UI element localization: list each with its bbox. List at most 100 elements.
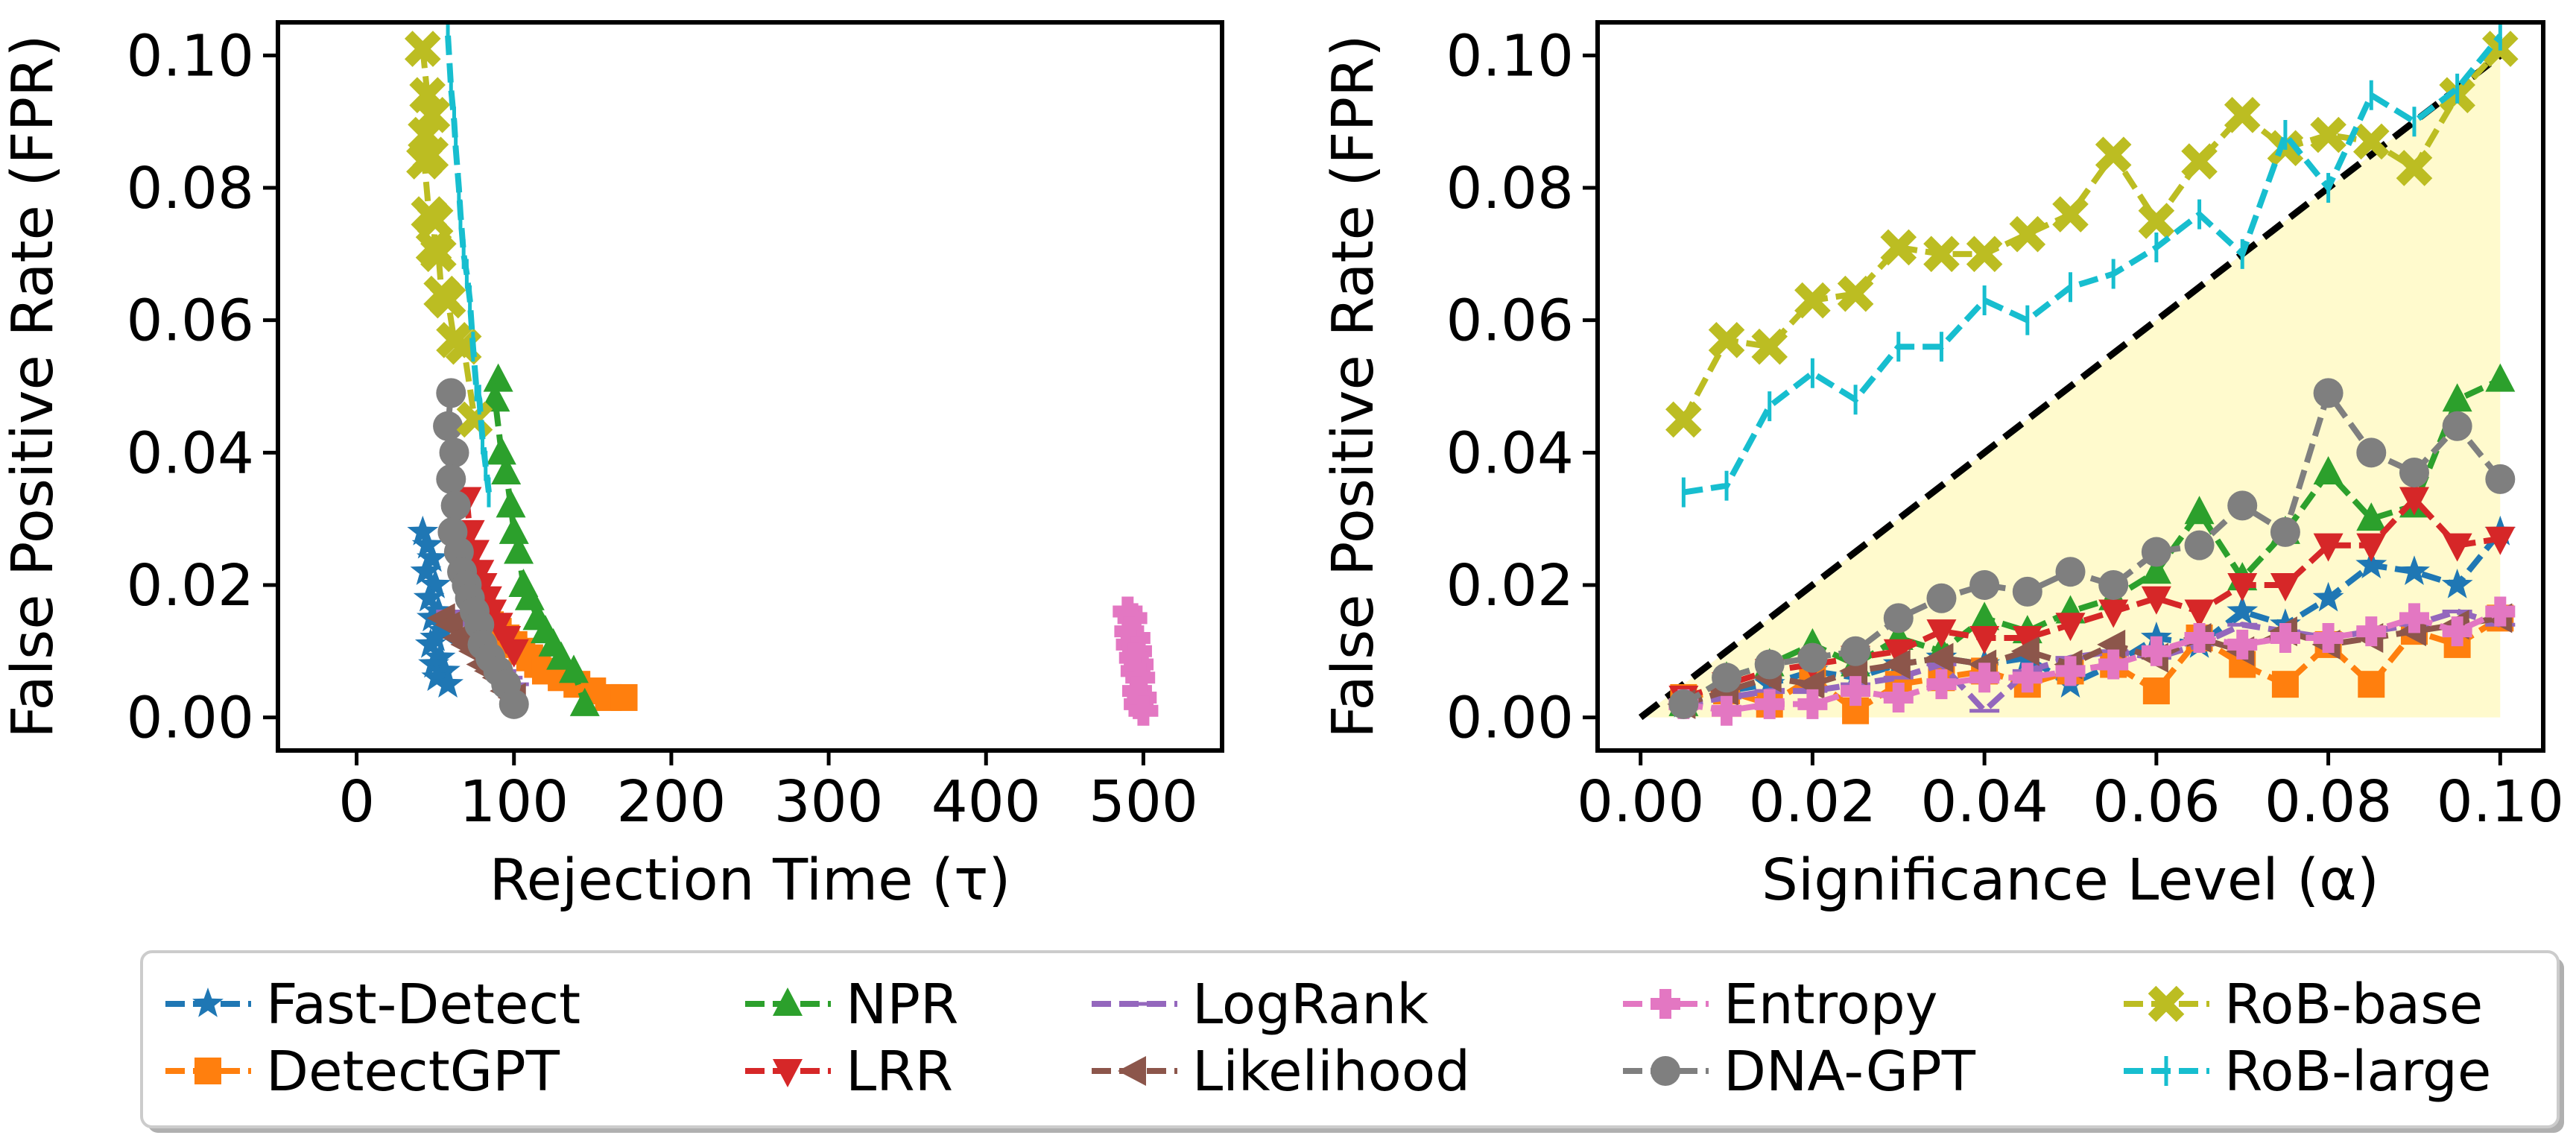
data-point-lrr <box>1926 619 1957 648</box>
data-point-fast-detect <box>424 641 456 671</box>
legend-marker-npr <box>773 987 803 1016</box>
y-tick-label: 0.04 <box>1446 420 1574 487</box>
data-point-detectgpt <box>2271 671 2299 698</box>
data-point-rob-base <box>406 143 443 180</box>
data-point-entropy <box>1712 695 1742 726</box>
data-point-npr <box>2442 383 2472 412</box>
data-point-lrr <box>2184 599 2215 628</box>
data-point-entropy <box>1926 669 1957 700</box>
data-point-lrr <box>2399 487 2429 516</box>
series-line-rob-large <box>1683 34 2503 496</box>
legend-entry-detectgpt: DetectGPT <box>165 1040 560 1104</box>
data-point-entropy <box>2012 663 2042 693</box>
data-point-likelihood <box>1882 649 1911 680</box>
data-point-fast-detect <box>420 622 452 651</box>
data-point-npr <box>483 363 513 392</box>
data-point-dna-gpt <box>2227 490 2258 521</box>
data-point-entropy <box>1883 682 1914 712</box>
x-tick-label: 0.04 <box>1920 769 2048 835</box>
data-point-dna-gpt <box>2356 437 2387 468</box>
data-point-rob-base <box>2138 203 2175 239</box>
series-rob-large <box>445 20 492 508</box>
x-tick-label: 100 <box>459 769 569 835</box>
data-point-likelihood <box>2010 636 2039 666</box>
rejection-time-panel: 0 100 200 300 400 500 0.00 0.02 0.04 0.06 0.08 0.10… <box>0 20 1224 914</box>
plot-frame <box>1595 20 2545 753</box>
data-point-fast-detect <box>432 668 463 698</box>
data-point-rob-base <box>2095 136 2132 173</box>
data-point-entropy <box>2098 649 2129 680</box>
data-point-dna-gpt <box>2485 464 2516 494</box>
y-tick-label: 0.06 <box>1446 288 1574 355</box>
legend-label: LogRank <box>1192 973 1428 1037</box>
series-rob-large <box>1681 20 2503 508</box>
data-point-npr <box>558 654 589 683</box>
series-dna-gpt <box>433 378 529 719</box>
data-point-entropy <box>2055 656 2086 686</box>
y-tick-label: 0.00 <box>127 686 254 752</box>
x-tick-label: 200 <box>616 769 726 835</box>
x-axis-label: Significance Level (α) <box>1762 847 2379 914</box>
x-tick-label: 0.00 <box>1577 769 1704 835</box>
legend-label: Likelihood <box>1192 1040 1470 1104</box>
data-point-dna-gpt <box>1969 569 2000 600</box>
data-point-entropy <box>2485 596 2516 627</box>
data-point-dna-gpt <box>2055 557 2086 587</box>
data-point-lrr <box>2485 526 2516 555</box>
y-tick-label: 0.06 <box>127 288 254 355</box>
legend-entry-fast-detect: Fast-Detect <box>165 973 580 1037</box>
data-point-fast-detect <box>428 654 461 685</box>
data-point-rob-base <box>2224 97 2261 133</box>
legend-marker-lrr <box>773 1059 803 1087</box>
data-point-dna-gpt <box>1926 583 1957 613</box>
x-tick-label: 0.10 <box>2437 769 2564 835</box>
x-axis-label: Rejection Time (τ) <box>490 847 1011 914</box>
data-point-dna-gpt <box>2442 411 2472 441</box>
data-point-fast-detect <box>2355 549 2387 579</box>
data-point-dna-gpt <box>1841 636 1871 666</box>
data-point-npr <box>569 687 600 716</box>
plot-frame <box>276 20 1224 753</box>
data-point-rob-base <box>1966 236 2003 273</box>
legend-marker-detectgpt <box>194 1058 221 1084</box>
data-point-npr <box>491 455 522 484</box>
data-point-detectgpt <box>2142 677 2170 705</box>
data-point-npr <box>499 515 529 544</box>
data-point-npr <box>504 535 534 564</box>
significance-level-panel: 0.00 0.02 0.04 0.06 0.08 0.10 0.00 0.02 0.04 0.06… <box>1320 20 2564 914</box>
data-point-entropy <box>2313 623 2344 654</box>
data-point-fast-detect <box>414 628 446 658</box>
data-point-rob-base <box>1837 275 1874 312</box>
data-point-fast-detect <box>418 648 449 678</box>
data-point-lrr <box>2055 613 2086 642</box>
legend-label: NPR <box>846 973 958 1037</box>
data-point-rob-base <box>1794 282 1831 319</box>
data-point-dna-gpt <box>1668 689 1699 719</box>
data-point-dna-gpt <box>433 411 463 441</box>
x-tick-label: 300 <box>774 769 884 835</box>
data-point-dna-gpt <box>1754 649 1785 680</box>
data-point-rob-base <box>1708 322 1745 358</box>
data-point-lrr <box>2012 626 2042 655</box>
data-point-entropy <box>2442 616 2472 647</box>
data-point-fast-detect <box>2441 569 2473 598</box>
data-point-entropy <box>1128 695 1159 726</box>
legend-entry-rob-base: RoB-base <box>2124 973 2483 1037</box>
data-point-fast-detect <box>421 661 453 692</box>
data-point-fast-detect <box>2227 595 2259 625</box>
data-point-fast-detect <box>407 515 439 546</box>
x-tick-label: 500 <box>1089 769 1198 835</box>
data-point-npr <box>486 436 516 465</box>
legend-entry-entropy: Entropy <box>1623 973 1938 1037</box>
data-point-detectgpt <box>2358 671 2385 698</box>
data-point-rob-base <box>2310 116 2346 154</box>
legend-marker-rob-base <box>2148 985 2185 1023</box>
legend-entry-likelihood: Likelihood <box>1092 1040 1470 1104</box>
data-point-rob-base <box>2396 150 2433 186</box>
y-tick-label: 0.04 <box>127 420 254 487</box>
data-point-entropy <box>2184 623 2215 654</box>
data-point-entropy <box>1797 689 1828 719</box>
data-point-lrr <box>1883 639 1914 668</box>
x-tick-label: 0.02 <box>1749 769 1876 835</box>
data-point-rob-base <box>1665 401 1702 438</box>
